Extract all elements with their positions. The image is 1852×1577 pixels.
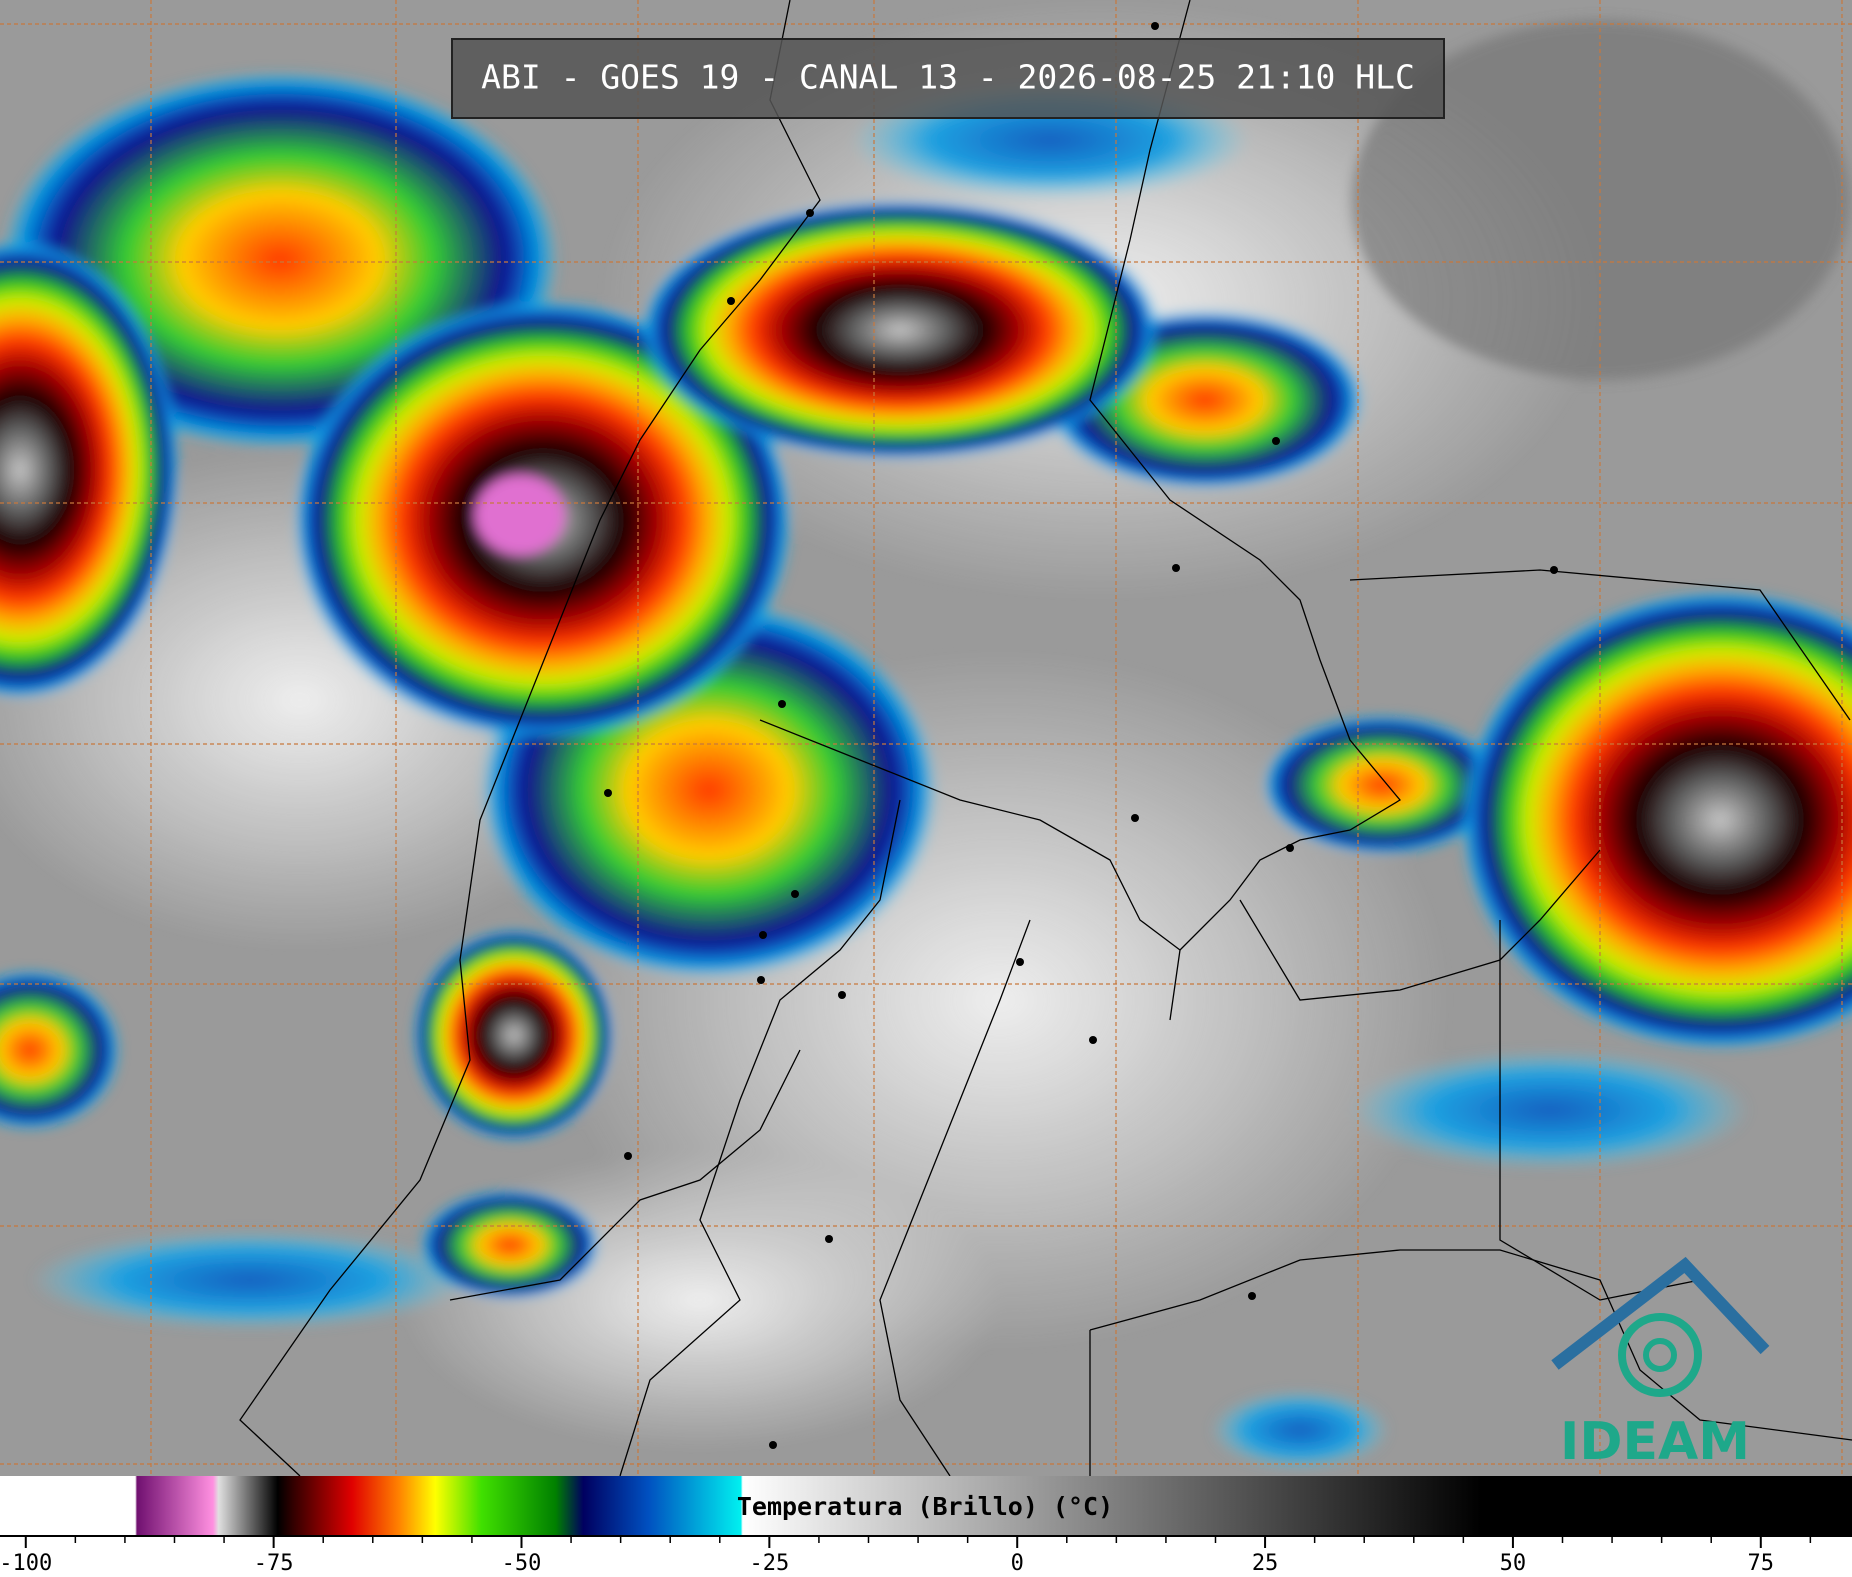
title: ABI - GOES 19 - CANAL 13 - 2026-08-25 21… [481,58,1415,97]
tick-label: -25 [749,1551,789,1576]
tick-label: -75 [254,1551,294,1576]
title-box [451,38,1445,119]
tick-label: -100 [0,1551,52,1576]
borders [239,0,1852,1477]
graticule [0,0,1852,1476]
colorbar [0,1476,1852,1536]
logo-text: IDEAM [1560,1412,1750,1472]
tick-label: -50 [502,1551,542,1576]
tick-label: 75 [1748,1551,1775,1576]
tick-label: 25 [1252,1551,1279,1576]
tick-label: 0 [1011,1551,1024,1576]
clouds [0,0,1852,1470]
logo: IDEAM [1551,1256,1770,1472]
cities [604,22,1558,1449]
colorbar-label: Temperatura (Brillo) (°C) [737,1492,1113,1521]
tick-label: 50 [1500,1551,1527,1576]
